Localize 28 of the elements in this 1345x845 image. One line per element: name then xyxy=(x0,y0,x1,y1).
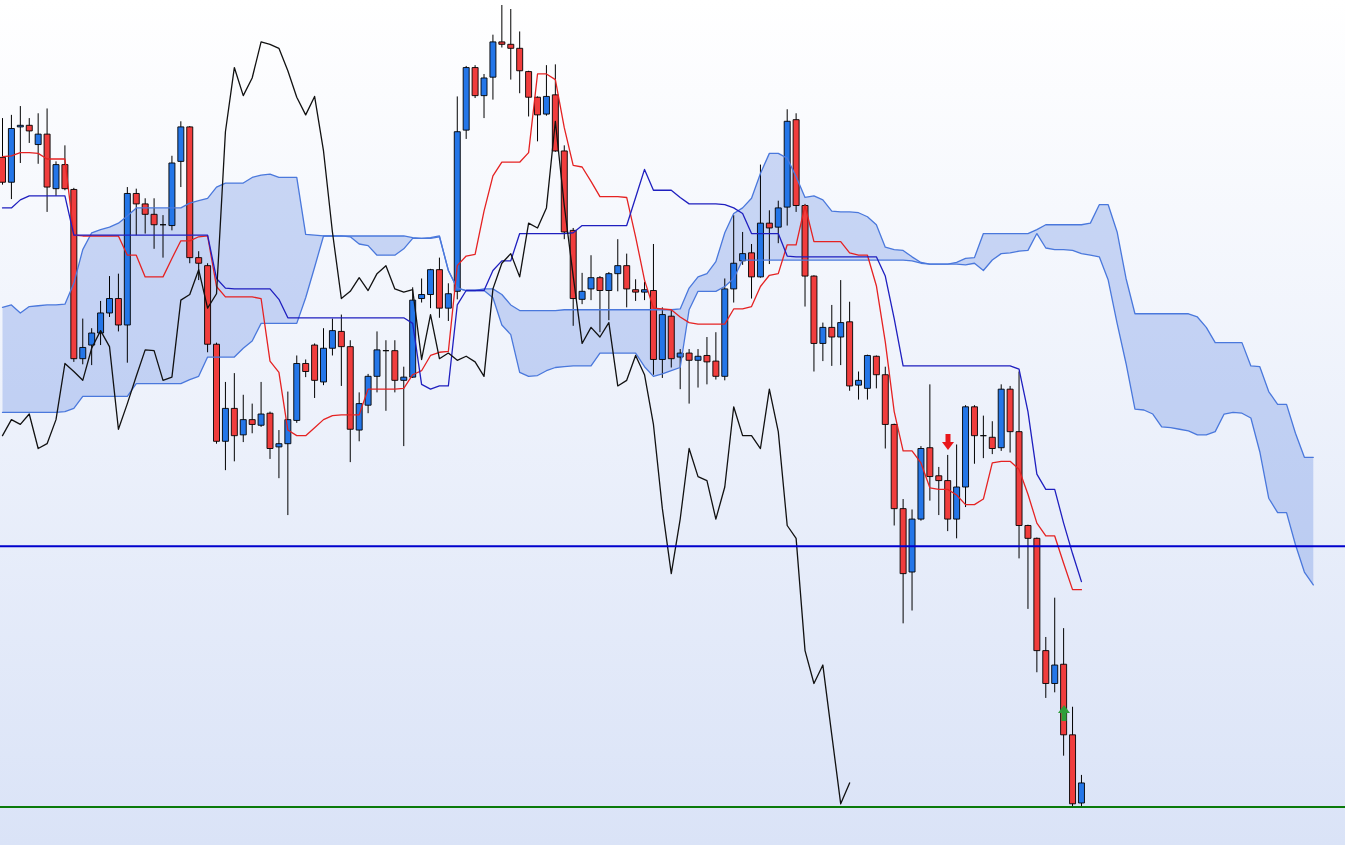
candlestick xyxy=(328,318,336,356)
candlestick xyxy=(239,394,247,443)
candlestick xyxy=(16,105,24,164)
candlestick xyxy=(837,279,845,366)
candlestick xyxy=(97,300,105,346)
candlestick xyxy=(855,371,862,401)
candlestick xyxy=(516,30,524,94)
candlestick xyxy=(337,314,345,387)
candlestick xyxy=(632,278,640,302)
candlestick xyxy=(418,277,426,304)
candlestick xyxy=(534,95,541,142)
candlestick xyxy=(106,275,113,318)
candlestick xyxy=(88,327,96,366)
candlestick xyxy=(400,366,408,447)
candlestick xyxy=(79,318,87,365)
candlestick xyxy=(195,250,203,281)
candlestick xyxy=(765,209,773,265)
candlestick xyxy=(872,354,880,389)
candlestick xyxy=(25,117,33,144)
candlestick xyxy=(1051,597,1059,693)
candlestick xyxy=(132,188,140,236)
candlestick xyxy=(542,64,550,117)
candlestick xyxy=(444,282,452,322)
candlestick xyxy=(623,253,631,308)
candlestick xyxy=(641,281,648,301)
candlestick xyxy=(988,420,996,455)
candlestick xyxy=(774,200,782,244)
candlestick xyxy=(1078,774,1085,807)
